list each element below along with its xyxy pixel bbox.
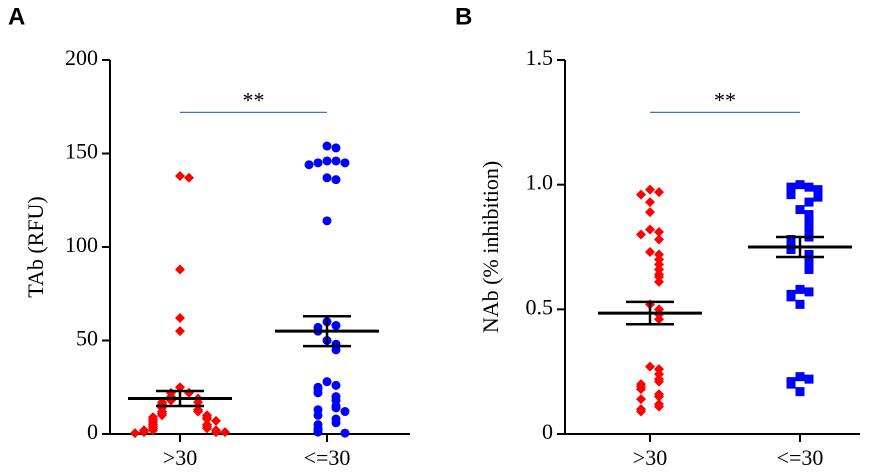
data-point xyxy=(804,287,814,297)
data-point xyxy=(804,212,814,222)
data-point xyxy=(786,244,796,254)
data-point xyxy=(654,187,664,198)
data-point xyxy=(331,175,341,185)
y-tick-label: 1.0 xyxy=(526,170,554,195)
data-point xyxy=(340,158,350,168)
data-point xyxy=(331,156,341,166)
data-point xyxy=(313,410,323,420)
data-point xyxy=(795,299,805,309)
data-point xyxy=(804,182,814,192)
x-tick-label: >30 xyxy=(163,445,197,470)
y-tick-label: 100 xyxy=(65,232,98,257)
data-point xyxy=(804,254,814,264)
data-point xyxy=(322,216,332,226)
y-tick-label: 150 xyxy=(65,139,98,164)
data-point xyxy=(795,180,805,190)
data-point xyxy=(654,227,664,238)
data-point xyxy=(139,427,149,438)
data-point xyxy=(645,197,655,208)
data-point xyxy=(804,259,814,269)
y-tick-label: 200 xyxy=(65,45,98,70)
data-point xyxy=(331,143,341,153)
data-point xyxy=(148,425,158,436)
data-point xyxy=(645,224,655,235)
data-point xyxy=(331,403,341,413)
data-point xyxy=(184,172,194,183)
data-point xyxy=(130,428,140,439)
y-tick-label: 50 xyxy=(76,326,98,351)
data-point xyxy=(304,160,314,170)
data-point xyxy=(193,406,203,417)
data-point xyxy=(654,234,664,245)
data-point xyxy=(313,158,323,168)
data-point xyxy=(211,415,221,426)
panel-label: A xyxy=(8,3,25,30)
data-point xyxy=(313,427,323,437)
data-point xyxy=(786,182,796,192)
data-point xyxy=(331,321,341,331)
data-point xyxy=(202,423,212,434)
data-point xyxy=(313,388,323,398)
data-point xyxy=(804,249,814,259)
data-point xyxy=(795,372,805,382)
data-point xyxy=(322,156,332,166)
data-point xyxy=(157,410,167,421)
data-point xyxy=(636,229,646,240)
data-point xyxy=(175,326,185,337)
data-point xyxy=(813,192,823,202)
significance-label: ** xyxy=(714,87,736,112)
data-point xyxy=(654,401,664,412)
data-point xyxy=(331,345,341,355)
data-point xyxy=(786,292,796,302)
data-point xyxy=(636,394,646,405)
x-tick-label: <=30 xyxy=(777,445,824,470)
data-point xyxy=(654,376,664,387)
data-point xyxy=(654,391,664,402)
data-point xyxy=(340,407,350,417)
y-tick-label: 0 xyxy=(542,419,553,444)
data-point xyxy=(636,406,646,417)
data-point xyxy=(804,220,814,230)
data-point xyxy=(654,276,664,287)
data-point xyxy=(645,361,655,372)
data-point xyxy=(786,190,796,200)
data-point xyxy=(804,197,814,207)
panel-label: B xyxy=(455,3,472,30)
data-point xyxy=(636,384,646,395)
data-point xyxy=(795,284,805,294)
data-point xyxy=(795,387,805,397)
y-axis-label: NAb (% inhibition) xyxy=(478,161,503,333)
data-point xyxy=(175,313,185,324)
data-point xyxy=(636,189,646,200)
data-point xyxy=(322,173,332,183)
data-point xyxy=(211,427,221,438)
data-point xyxy=(645,246,655,257)
data-point xyxy=(220,427,230,438)
data-point xyxy=(322,141,332,151)
significance-label: ** xyxy=(243,87,265,112)
data-point xyxy=(331,380,341,390)
y-tick-label: 0 xyxy=(87,419,98,444)
data-point xyxy=(331,418,341,428)
data-point xyxy=(804,225,814,235)
data-point xyxy=(175,170,185,181)
data-point xyxy=(184,387,194,398)
x-tick-label: >30 xyxy=(633,445,667,470)
data-point xyxy=(340,428,350,438)
data-point xyxy=(322,377,332,387)
data-point xyxy=(804,374,814,384)
y-tick-label: 0.5 xyxy=(526,294,554,319)
data-point xyxy=(202,414,212,425)
data-point xyxy=(795,205,805,215)
data-point xyxy=(654,314,664,325)
data-point xyxy=(804,264,814,274)
y-tick-label: 1.5 xyxy=(526,45,554,70)
data-point xyxy=(645,207,655,218)
data-point xyxy=(786,379,796,389)
data-point xyxy=(175,264,185,275)
x-tick-label: <=30 xyxy=(304,445,351,470)
data-point xyxy=(645,184,655,195)
y-axis-label: TAb (RFU) xyxy=(23,196,48,298)
